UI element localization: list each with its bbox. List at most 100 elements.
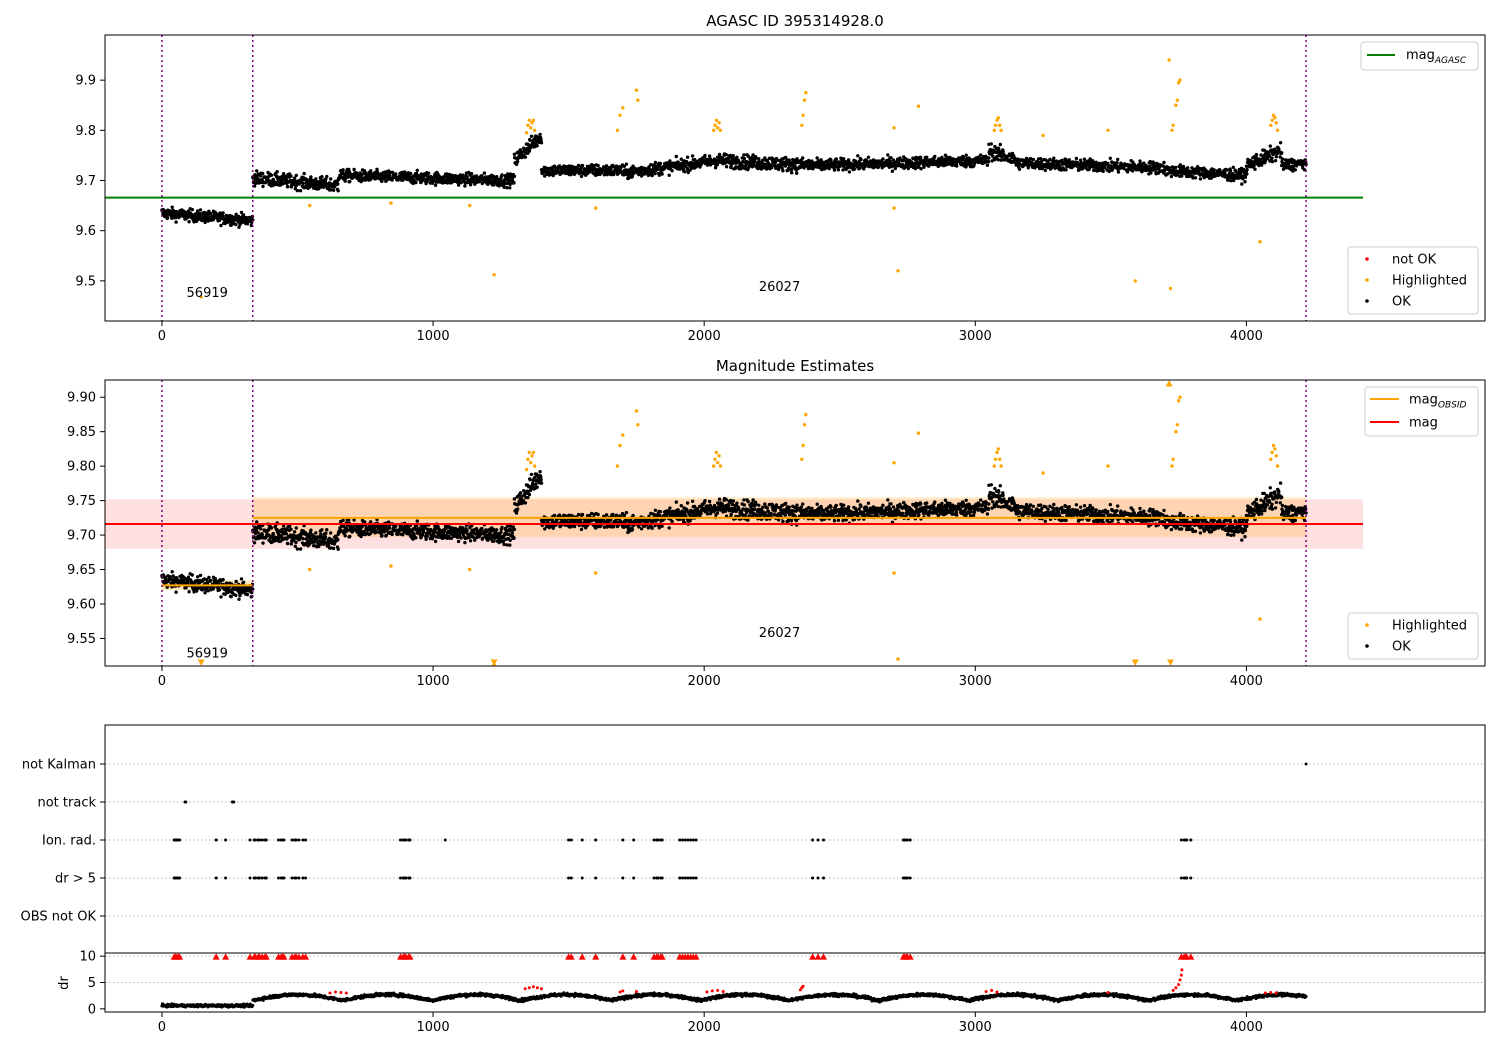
ok-point <box>538 132 542 137</box>
highlighted-point <box>634 88 639 92</box>
highlighted-point <box>636 98 640 102</box>
ok-point <box>1108 156 1113 160</box>
highlighted-point <box>712 128 716 132</box>
ok-point <box>729 512 733 517</box>
ok-point <box>630 174 635 179</box>
highlighted-point <box>615 128 620 132</box>
ok-point <box>526 495 530 500</box>
ok-point <box>320 528 324 532</box>
ok-point <box>1169 174 1174 179</box>
ok-point <box>789 168 794 172</box>
ok-point <box>724 153 728 157</box>
legend-label: not OK <box>1392 253 1437 268</box>
highlighted-point <box>468 203 472 208</box>
ok-point <box>331 546 336 551</box>
ok-point <box>302 171 306 176</box>
ok-point <box>769 165 774 170</box>
highlighted-point <box>1274 121 1278 125</box>
ok-point <box>375 167 379 171</box>
ok-point <box>791 161 796 165</box>
ok-point <box>742 498 746 502</box>
highlighted-point <box>618 113 622 118</box>
ok-point <box>842 157 846 161</box>
ok-point <box>261 541 265 545</box>
ok-point <box>329 531 333 535</box>
ok-point <box>251 218 255 222</box>
ok-point <box>836 168 841 172</box>
ok-point <box>1052 156 1056 160</box>
ok-point <box>629 170 633 175</box>
ok-point <box>424 537 428 541</box>
ok-point <box>295 188 300 193</box>
ok-point <box>292 176 297 180</box>
ok-point <box>323 180 328 184</box>
highlighted-point <box>801 113 805 118</box>
ok-point <box>742 156 746 161</box>
ok-point <box>473 182 477 186</box>
ok-point <box>955 164 959 168</box>
ok-point <box>742 153 746 157</box>
ok-point <box>746 154 750 158</box>
ok-point <box>761 158 765 162</box>
highlighted-point <box>718 128 723 132</box>
legend-label: Highlighted <box>1392 274 1467 289</box>
ok-point <box>1274 155 1279 159</box>
ok-point <box>919 167 923 171</box>
ok-point <box>294 184 298 188</box>
y-tick-label: 9.7 <box>75 174 96 189</box>
ok-point <box>271 531 275 536</box>
ok-point <box>430 537 435 541</box>
ok-point <box>374 176 378 181</box>
ok-point <box>685 501 690 505</box>
ok-point <box>653 160 658 165</box>
ok-point <box>293 544 297 548</box>
ok-point <box>674 500 678 504</box>
ok-point <box>614 513 619 517</box>
ok-point <box>195 575 200 579</box>
ok-point <box>295 547 300 551</box>
ok-point <box>426 171 431 175</box>
ok-point <box>320 175 324 179</box>
ok-point <box>284 177 289 182</box>
ok-point <box>187 220 191 224</box>
ok-point <box>863 164 867 169</box>
ok-point <box>913 166 918 171</box>
ok-point <box>757 157 761 161</box>
highlighted-point <box>527 118 531 123</box>
ok-point <box>207 575 211 580</box>
ok-point <box>859 157 863 162</box>
ok-point <box>390 532 394 537</box>
ok-point <box>470 172 474 176</box>
ok-point <box>841 168 845 172</box>
ok-point <box>658 510 663 514</box>
ok-point <box>309 175 313 179</box>
ok-point <box>717 152 722 157</box>
ok-point <box>499 530 503 535</box>
highlighted-point <box>996 116 1000 120</box>
ok-point <box>468 183 473 187</box>
ok-point <box>1074 156 1079 161</box>
ok-point <box>1116 170 1121 174</box>
ok-point <box>609 167 613 172</box>
ok-point <box>533 137 537 141</box>
ok-point <box>599 171 604 175</box>
ok-point <box>715 511 720 515</box>
ok-point <box>261 171 265 176</box>
ok-point <box>913 164 917 168</box>
ok-point <box>275 170 279 174</box>
obsid-label: 26027 <box>759 280 800 295</box>
ok-point <box>1198 177 1203 181</box>
ok-point <box>461 526 465 530</box>
ok-point <box>622 513 626 518</box>
ok-point <box>906 166 910 171</box>
highlighted-point <box>993 123 998 128</box>
ok-point <box>314 531 318 535</box>
ok-point <box>889 156 893 160</box>
ok-point <box>729 163 733 168</box>
ok-point <box>576 512 581 517</box>
ok-point <box>922 165 926 169</box>
ok-point <box>987 156 991 160</box>
ok-point <box>1228 169 1233 173</box>
ok-point <box>401 533 405 537</box>
